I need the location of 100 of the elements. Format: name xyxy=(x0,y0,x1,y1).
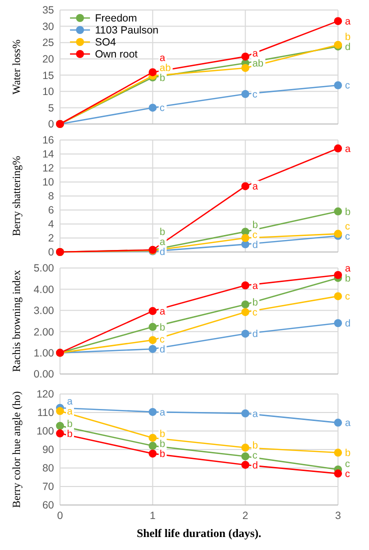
annotation: a xyxy=(345,144,351,155)
annotation: a xyxy=(160,236,166,248)
annotation: b xyxy=(345,448,351,460)
point xyxy=(241,330,250,338)
point xyxy=(241,409,250,418)
y-tick-label: 70 xyxy=(42,481,54,494)
legend-label: Freedom xyxy=(95,12,138,25)
point xyxy=(241,444,250,452)
point xyxy=(148,307,157,316)
y-tick-label: 0 xyxy=(48,246,54,259)
y-tick-label: 25 xyxy=(42,37,54,50)
annotation: c xyxy=(160,334,165,346)
annotation: a xyxy=(67,396,73,408)
annotation: b xyxy=(160,429,166,440)
annotation: a xyxy=(252,280,258,292)
point xyxy=(148,450,157,458)
annotation: c xyxy=(345,459,350,470)
point xyxy=(334,448,342,457)
annotation: b xyxy=(160,439,166,450)
annotation: d xyxy=(252,460,258,472)
annotation: ab xyxy=(252,58,264,70)
y-axis-title: Water loss% xyxy=(11,39,23,95)
annotation: a xyxy=(252,48,258,60)
x-axis-title: Shelf life duration (days). xyxy=(136,528,262,540)
annotation: d xyxy=(345,42,351,53)
point xyxy=(334,418,342,427)
annotation: a xyxy=(160,52,166,64)
annotation: c xyxy=(345,231,350,242)
annotation: a xyxy=(160,306,166,318)
point xyxy=(241,452,250,460)
y-tick-label: 100 xyxy=(36,426,54,438)
annotation: d xyxy=(252,240,258,251)
y-tick-label: 2 xyxy=(48,232,54,245)
point xyxy=(241,234,250,242)
y-tick-label: 35 xyxy=(42,4,54,17)
annotation: b xyxy=(160,322,166,334)
y-tick-label: 5.00 xyxy=(34,262,54,275)
x-tick-label: 2 xyxy=(242,510,248,522)
point xyxy=(148,336,157,344)
point xyxy=(148,434,157,442)
y-tick-label: 6 xyxy=(48,204,54,217)
point xyxy=(241,182,250,190)
annotation: c xyxy=(345,221,350,232)
x-tick-label: 3 xyxy=(335,510,342,522)
point xyxy=(148,322,157,331)
y-tick-label: 4.00 xyxy=(34,284,54,296)
y-tick-label: 0.00 xyxy=(34,368,54,381)
annotation: c xyxy=(160,103,165,114)
point xyxy=(334,17,342,26)
annotation: c xyxy=(345,292,350,303)
annotation: b xyxy=(160,449,166,460)
legend-label: 1103 Paulson xyxy=(95,24,159,37)
annotation: b xyxy=(252,440,258,452)
x-tick-label: 1 xyxy=(150,510,156,522)
y-axis-title: Rachis browning index xyxy=(11,269,23,372)
point xyxy=(334,319,342,328)
annotation: b xyxy=(345,206,351,218)
y-tick-label: 10 xyxy=(42,86,54,98)
annotation: b xyxy=(67,428,73,440)
point xyxy=(334,270,342,279)
point xyxy=(148,68,157,76)
annotation: c xyxy=(252,308,258,319)
legend-label: Own root xyxy=(95,48,138,61)
point xyxy=(334,81,342,90)
y-axis-title: Berry shattering% xyxy=(11,156,23,236)
y-tick-label: 10 xyxy=(42,176,54,189)
point xyxy=(148,104,157,112)
y-tick-label: 90 xyxy=(42,444,54,456)
annotation: d xyxy=(160,246,166,258)
y-tick-label: 80 xyxy=(42,462,54,475)
annotation: b xyxy=(252,298,258,309)
x-tick-label: 0 xyxy=(57,510,64,522)
annotation: c xyxy=(252,450,258,462)
annotation: b xyxy=(160,72,166,84)
annotation: d xyxy=(252,329,258,340)
point xyxy=(334,144,342,152)
y-tick-label: 2.00 xyxy=(34,326,54,338)
y-tick-label: 1.00 xyxy=(34,347,54,360)
annotation: a xyxy=(160,407,166,418)
annotation: a xyxy=(345,263,351,274)
annotation: a xyxy=(252,408,258,420)
y-tick-label: 5 xyxy=(48,102,54,114)
y-tick-label: 12 xyxy=(42,162,54,175)
annotation: c xyxy=(252,230,258,241)
legend-label: SO4 xyxy=(95,36,116,49)
point xyxy=(56,422,64,430)
annotation: ab xyxy=(160,62,172,74)
point xyxy=(241,308,250,316)
y-tick-label: 0 xyxy=(48,118,54,131)
annotation: b xyxy=(252,220,258,231)
y-tick-label: 3.00 xyxy=(34,305,54,318)
annotation: c xyxy=(345,80,350,92)
y-tick-label: 8 xyxy=(48,190,54,203)
y-tick-label: 14 xyxy=(42,148,54,161)
annotation: a xyxy=(345,16,351,28)
point xyxy=(334,470,342,478)
point xyxy=(241,52,250,61)
y-tick-label: 15 xyxy=(42,70,54,82)
annotation: d xyxy=(345,318,351,330)
y-tick-label: 30 xyxy=(42,20,54,33)
